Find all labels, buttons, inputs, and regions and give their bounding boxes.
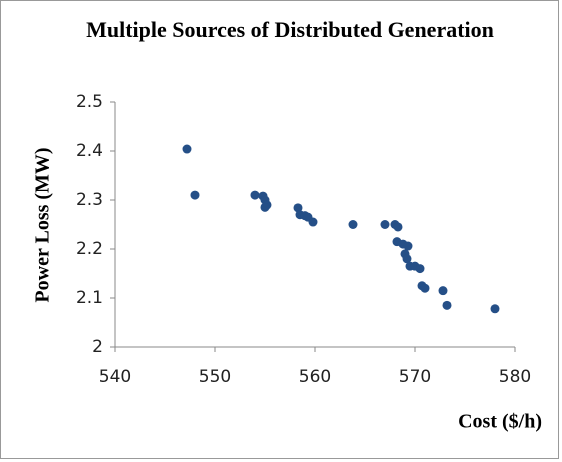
point xyxy=(380,220,390,229)
x-tick-label: 560 xyxy=(299,367,331,387)
point xyxy=(260,202,270,212)
point xyxy=(393,222,403,232)
point xyxy=(250,190,260,200)
point xyxy=(308,217,318,227)
x-tick-label: 540 xyxy=(99,367,131,387)
y-tick-label: 2.1 xyxy=(76,288,103,308)
point xyxy=(402,254,412,264)
y-tick-label: 2.2 xyxy=(76,239,103,259)
point xyxy=(190,190,200,200)
x-tick-label: 550 xyxy=(199,367,231,387)
point xyxy=(442,300,452,310)
x-axis-label: Cost ($/h) xyxy=(458,411,542,433)
point xyxy=(348,220,358,229)
y-tick-label: 2.5 xyxy=(76,92,103,112)
y-axis-label: Power Loss (MW) xyxy=(32,147,54,302)
point xyxy=(403,241,413,251)
point xyxy=(415,264,425,274)
chart-title: Multiple Sources of Distributed Generati… xyxy=(86,17,494,42)
x-tick-label: 580 xyxy=(499,367,531,387)
y-tick-label: 2.4 xyxy=(76,141,103,161)
x-tick-label: 570 xyxy=(399,367,431,387)
point xyxy=(182,144,192,154)
point xyxy=(438,286,448,296)
point xyxy=(490,304,500,314)
point xyxy=(420,283,430,293)
y-tick-label: 2 xyxy=(92,337,103,357)
y-tick-label: 2.3 xyxy=(76,190,103,210)
point xyxy=(293,203,303,213)
